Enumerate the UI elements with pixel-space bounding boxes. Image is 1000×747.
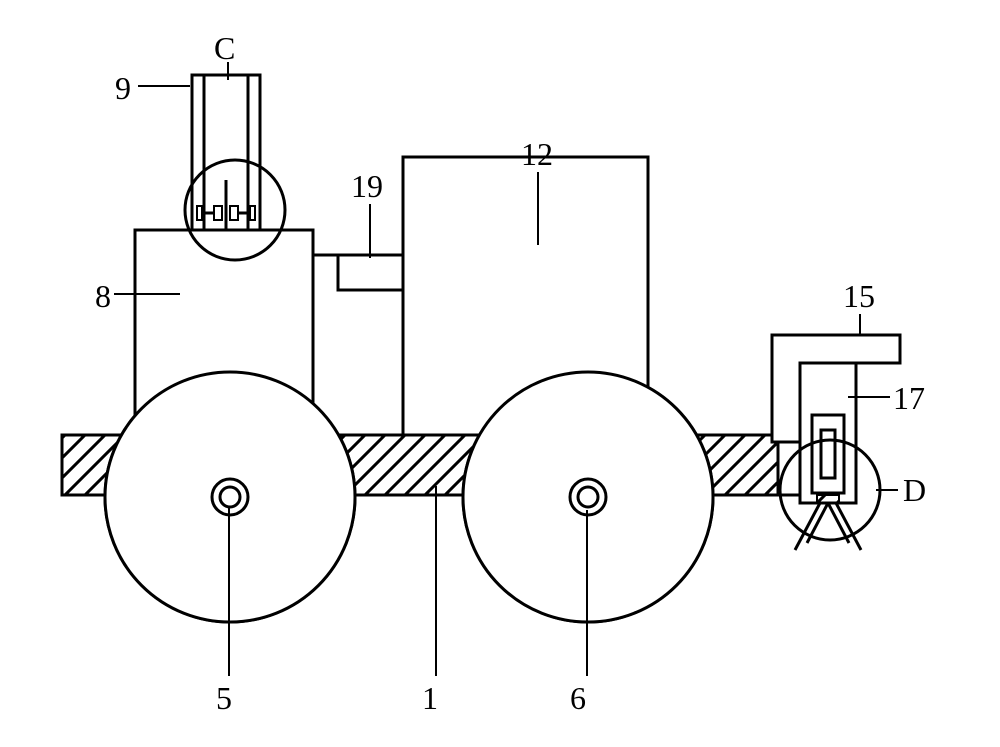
label-6: 6 xyxy=(570,680,586,717)
label-12: 12 xyxy=(521,136,553,173)
label-8: 8 xyxy=(95,278,111,315)
box-19-top xyxy=(338,255,403,290)
diagram-canvas xyxy=(0,0,1000,747)
label-17: 17 xyxy=(893,380,925,417)
label-c: C xyxy=(214,30,235,67)
piston-17 xyxy=(821,430,835,478)
nozzle xyxy=(795,503,861,550)
label-1: 1 xyxy=(422,680,438,717)
label-d: D xyxy=(903,472,926,509)
label-15: 15 xyxy=(843,278,875,315)
piston-band xyxy=(817,495,839,503)
label-19: 19 xyxy=(351,168,383,205)
label-5: 5 xyxy=(216,680,232,717)
label-9: 9 xyxy=(115,70,131,107)
